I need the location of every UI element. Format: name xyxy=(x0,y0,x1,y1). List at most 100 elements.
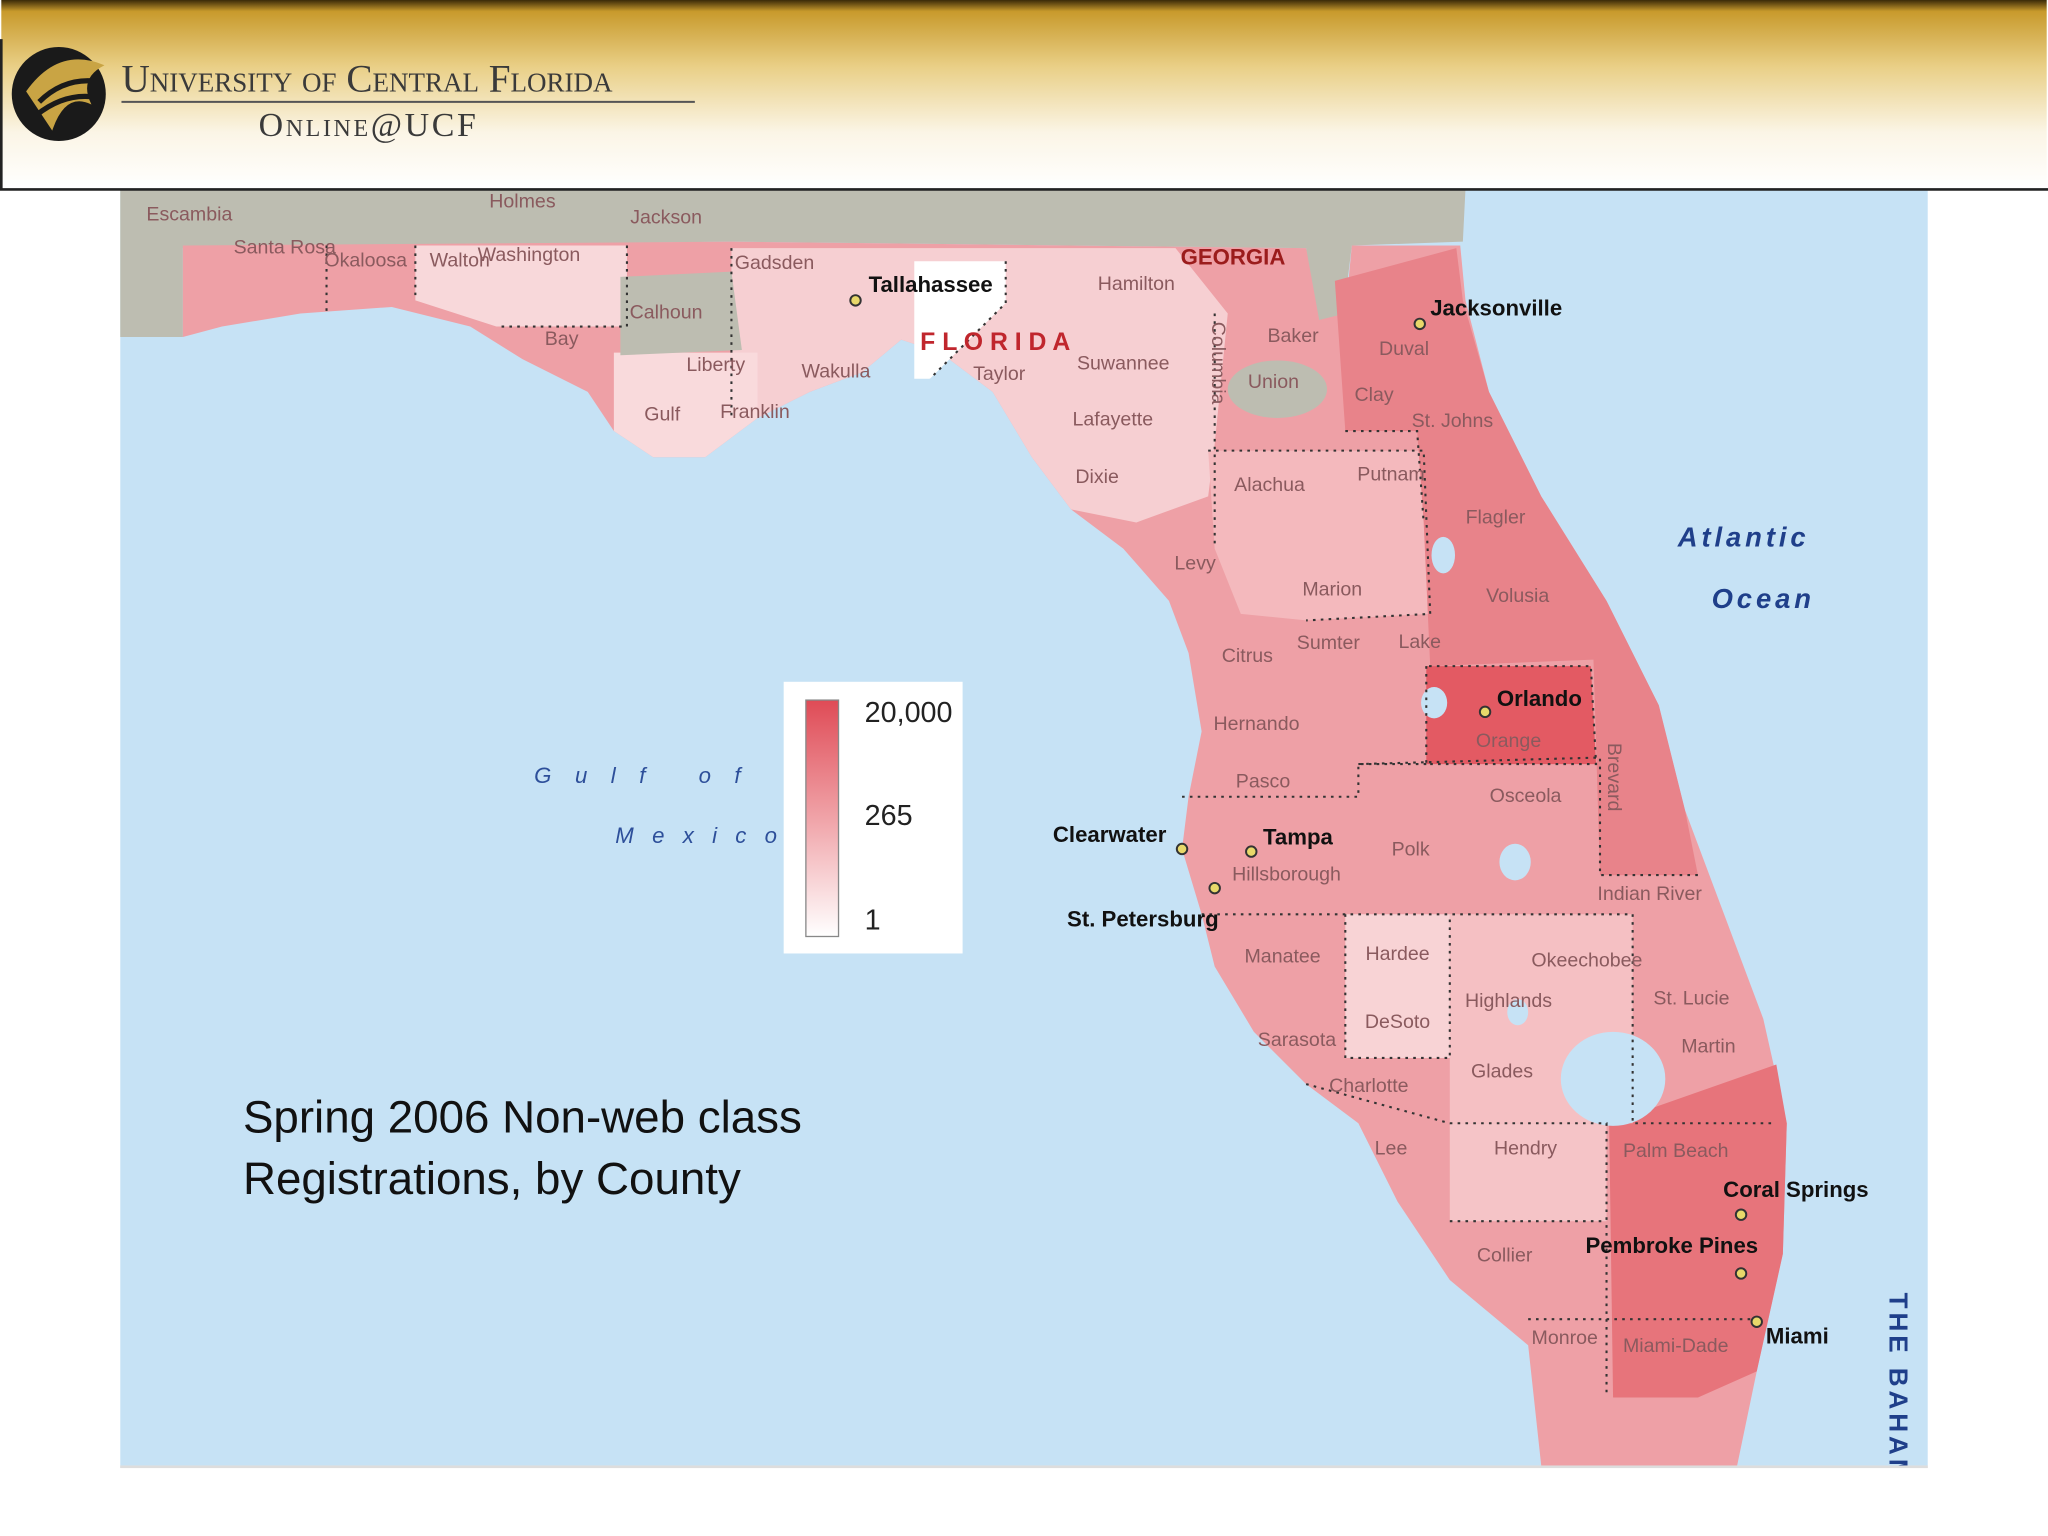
county-label: Clay xyxy=(1354,384,1393,406)
city-marker xyxy=(1734,1208,1748,1221)
county-label: Glades xyxy=(1471,1060,1533,1082)
county-shade xyxy=(731,248,1228,523)
city-label: Orlando xyxy=(1497,686,1582,711)
county-label: Pasco xyxy=(1236,771,1291,793)
county-label: Monroe xyxy=(1532,1327,1598,1349)
county-label: Hernando xyxy=(1213,713,1299,735)
county-label: Lake xyxy=(1399,631,1442,653)
county-label: Holmes xyxy=(489,191,556,213)
legend-label: 20,000 xyxy=(865,697,953,729)
neighbor-land xyxy=(120,189,1466,337)
county-label: Palm Beach xyxy=(1623,1140,1729,1162)
county-label: Santa Rosa xyxy=(234,236,336,258)
county-label: Taylor xyxy=(973,363,1026,385)
county-label: Polk xyxy=(1392,838,1430,860)
county-label: Okeechobee xyxy=(1531,949,1642,971)
county-label: Calhoun xyxy=(630,302,703,324)
county-label: Manatee xyxy=(1245,946,1321,968)
county-label: Duval xyxy=(1379,338,1429,360)
county-label: Liberty xyxy=(686,354,745,376)
county-label: Escambia xyxy=(146,204,232,226)
caption: Registrations, by County xyxy=(243,1153,741,1204)
county-label: Alachua xyxy=(1234,474,1305,496)
city-marker xyxy=(1245,845,1258,858)
county-label: Hendry xyxy=(1494,1138,1557,1160)
county-label: Dixie xyxy=(1075,466,1119,488)
county-shade xyxy=(1334,248,1698,876)
region-label: Atlantic xyxy=(1677,522,1810,553)
county-label: Sarasota xyxy=(1258,1029,1336,1051)
city-label: St. Petersburg xyxy=(1067,907,1219,932)
county-label: Wakulla xyxy=(801,360,870,382)
city-label: Jacksonville xyxy=(1430,295,1562,320)
county-label: Washington xyxy=(478,244,581,266)
county-label: Brevard xyxy=(1603,743,1625,812)
city-marker xyxy=(1750,1315,1763,1328)
county-label: Levy xyxy=(1174,552,1216,574)
county-label: Gulf xyxy=(644,404,680,426)
county-label: Osceola xyxy=(1490,785,1562,807)
county-label: Sumter xyxy=(1297,632,1361,654)
city-marker xyxy=(1208,881,1221,895)
region-label: Gulf of xyxy=(534,763,764,788)
county-label: Martin xyxy=(1681,1036,1735,1058)
county-label: Hamilton xyxy=(1098,273,1175,295)
header-subtitle: Online@UCF xyxy=(259,107,479,144)
county-label: Bay xyxy=(545,328,579,350)
county-shade xyxy=(1345,914,1450,1058)
county-shade xyxy=(1449,1123,1607,1222)
county-label: Putnam xyxy=(1357,464,1424,486)
city-marker xyxy=(1175,842,1189,856)
region-label: F L O R I D A xyxy=(920,329,1070,356)
county-shade xyxy=(1426,666,1597,765)
county-label: Citrus xyxy=(1222,645,1273,667)
city-label: Tampa xyxy=(1263,824,1334,849)
header: University of Central Florida Online@UCF xyxy=(0,0,2048,191)
lake xyxy=(1421,687,1448,719)
county-label: Marion xyxy=(1302,579,1362,601)
county-label: Volusia xyxy=(1486,585,1549,607)
county-label: Gadsden xyxy=(735,252,814,274)
county-borders xyxy=(325,245,1777,1398)
county-label: Lafayette xyxy=(1073,409,1154,431)
county-label: Miami-Dade xyxy=(1623,1335,1729,1357)
county-label: St. Johns xyxy=(1412,410,1494,432)
region-label: Mexico xyxy=(615,823,795,848)
lake xyxy=(1560,1031,1666,1126)
region-label: THE BAHAMAS xyxy=(1884,1293,1914,1529)
county-label: Walton xyxy=(430,249,490,271)
header-title: University of Central Florida xyxy=(121,57,613,100)
city-marker xyxy=(1413,317,1426,331)
city-label: Pembroke Pines xyxy=(1586,1233,1759,1258)
county-label: Orange xyxy=(1476,730,1541,752)
county-label: Charlotte xyxy=(1329,1075,1409,1097)
lake xyxy=(1507,999,1529,1026)
county-label: Jackson xyxy=(630,206,702,228)
county-label: Indian River xyxy=(1597,883,1702,905)
city-label: Tallahassee xyxy=(869,272,993,297)
county-label: Hardee xyxy=(1365,943,1429,965)
county-label: Franklin xyxy=(720,401,790,423)
city-label: Miami xyxy=(1766,1323,1829,1348)
county-label: Hillsborough xyxy=(1232,863,1341,885)
city-marker xyxy=(849,294,862,307)
county-label: Highlands xyxy=(1465,990,1552,1012)
city-marker xyxy=(1478,705,1492,719)
county-shade xyxy=(415,245,627,327)
legend-label: 1 xyxy=(865,905,881,937)
city-marker xyxy=(1734,1267,1748,1280)
logo xyxy=(11,47,106,142)
county-shade xyxy=(613,352,758,458)
city-label: Coral Springs xyxy=(1723,1177,1868,1202)
county-label: Union xyxy=(1248,371,1299,393)
county-shade xyxy=(1208,450,1431,621)
city-label: Clearwater xyxy=(1053,822,1167,847)
legend-gradient xyxy=(805,699,840,938)
county-label: Lee xyxy=(1375,1138,1408,1160)
region-label: Ocean xyxy=(1712,583,1815,614)
county-shade xyxy=(1609,1064,1787,1398)
county-label: DeSoto xyxy=(1365,1011,1430,1033)
